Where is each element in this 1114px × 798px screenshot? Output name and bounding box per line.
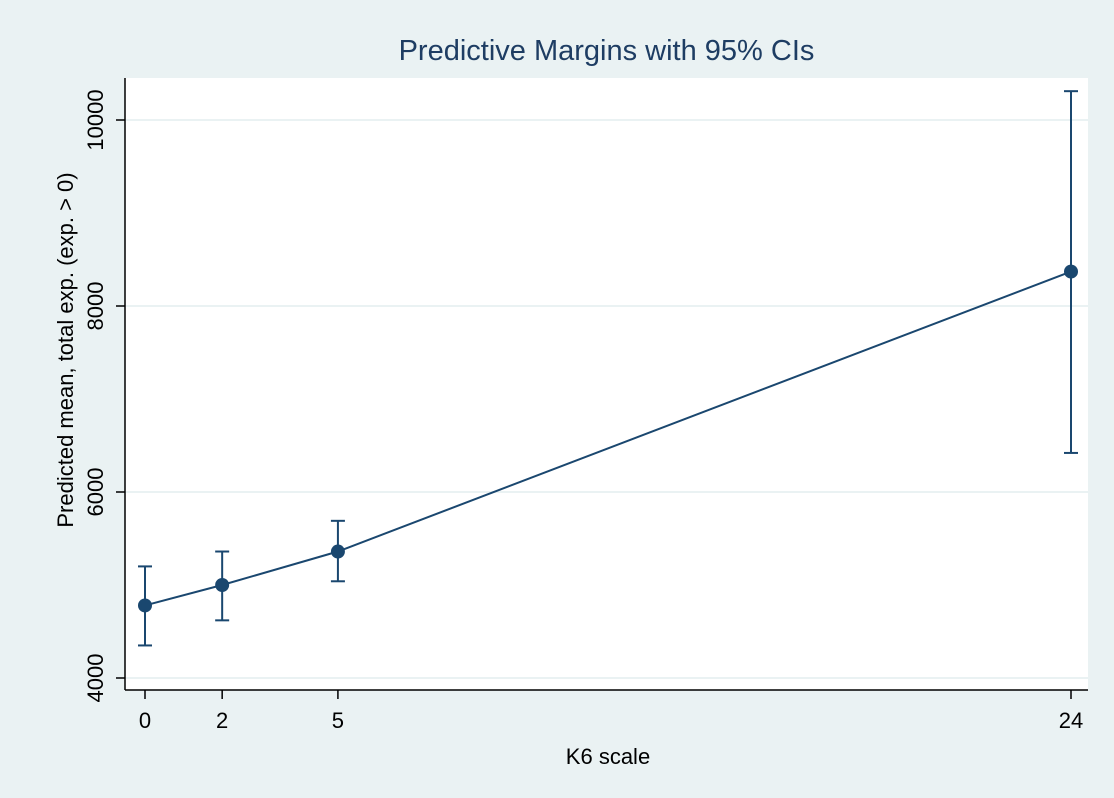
y-tick-label: 10000	[83, 89, 108, 150]
plot-area	[125, 78, 1088, 690]
data-point	[138, 598, 152, 613]
data-point	[1064, 264, 1078, 279]
series-marks	[138, 90, 1078, 647]
tick-labels: 4000 6000 8000 10000 0 2 5 24	[83, 89, 1083, 733]
y-axis-label: Predicted mean, total exp. (exp. > 0)	[53, 172, 78, 527]
data-point	[215, 578, 230, 592]
x-axis-label: K6 scale	[566, 744, 650, 769]
x-tick-label: 5	[332, 708, 344, 733]
gridlines	[125, 119, 1088, 679]
y-tick-label: 8000	[83, 282, 108, 331]
y-tick-label: 6000	[83, 468, 108, 517]
series-line	[144, 270, 1072, 607]
chart-title: Predictive Margins with 95% CIs	[399, 35, 815, 67]
x-tick-label: 24	[1059, 708, 1083, 733]
axes	[116, 78, 1088, 699]
x-tick-label: 2	[216, 708, 228, 733]
x-tick-label: 0	[139, 708, 151, 733]
data-point	[330, 544, 345, 559]
y-tick-label: 4000	[83, 654, 108, 703]
